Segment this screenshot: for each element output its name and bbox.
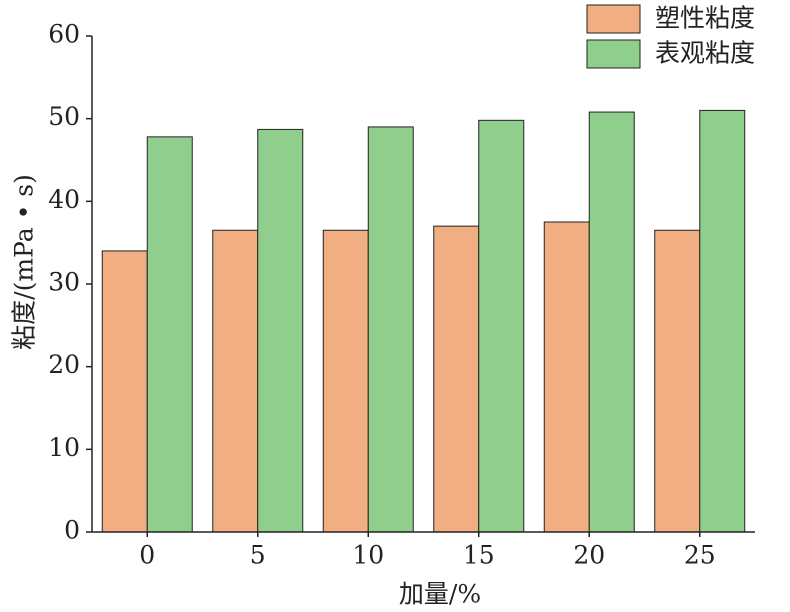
bar — [478, 119, 525, 533]
x-tick-label: 25 — [684, 541, 716, 570]
x-tick-label: 0 — [139, 541, 155, 570]
bar — [588, 111, 635, 533]
bar — [654, 229, 701, 533]
y-tick-label: 10 — [48, 433, 80, 462]
bar — [212, 229, 259, 533]
legend-label: 塑性粘度 — [655, 4, 755, 33]
x-axis-label: 加量/% — [399, 580, 481, 609]
bar — [101, 250, 148, 533]
x-tick-label: 5 — [250, 541, 266, 570]
y-axis-label: 粘度/(mPa • s) — [10, 174, 39, 350]
legend-label: 表观粘度 — [655, 39, 755, 68]
y-tick-label: 40 — [48, 185, 80, 214]
x-tick-label: 20 — [573, 541, 605, 570]
legend-swatch — [586, 39, 641, 69]
bar — [367, 126, 414, 533]
x-tick-label: 15 — [463, 541, 495, 570]
y-tick-label: 60 — [48, 20, 80, 49]
bar — [257, 128, 304, 533]
y-tick-label: 20 — [48, 350, 80, 379]
bar — [433, 225, 480, 533]
bar — [543, 221, 590, 533]
y-tick-label: 0 — [64, 516, 80, 545]
bar — [699, 109, 746, 533]
bar — [146, 136, 193, 533]
y-tick-label: 30 — [48, 268, 80, 297]
x-tick-label: 10 — [352, 541, 384, 570]
bar — [322, 229, 369, 533]
legend-swatch — [586, 4, 641, 34]
y-tick-label: 50 — [48, 102, 80, 131]
